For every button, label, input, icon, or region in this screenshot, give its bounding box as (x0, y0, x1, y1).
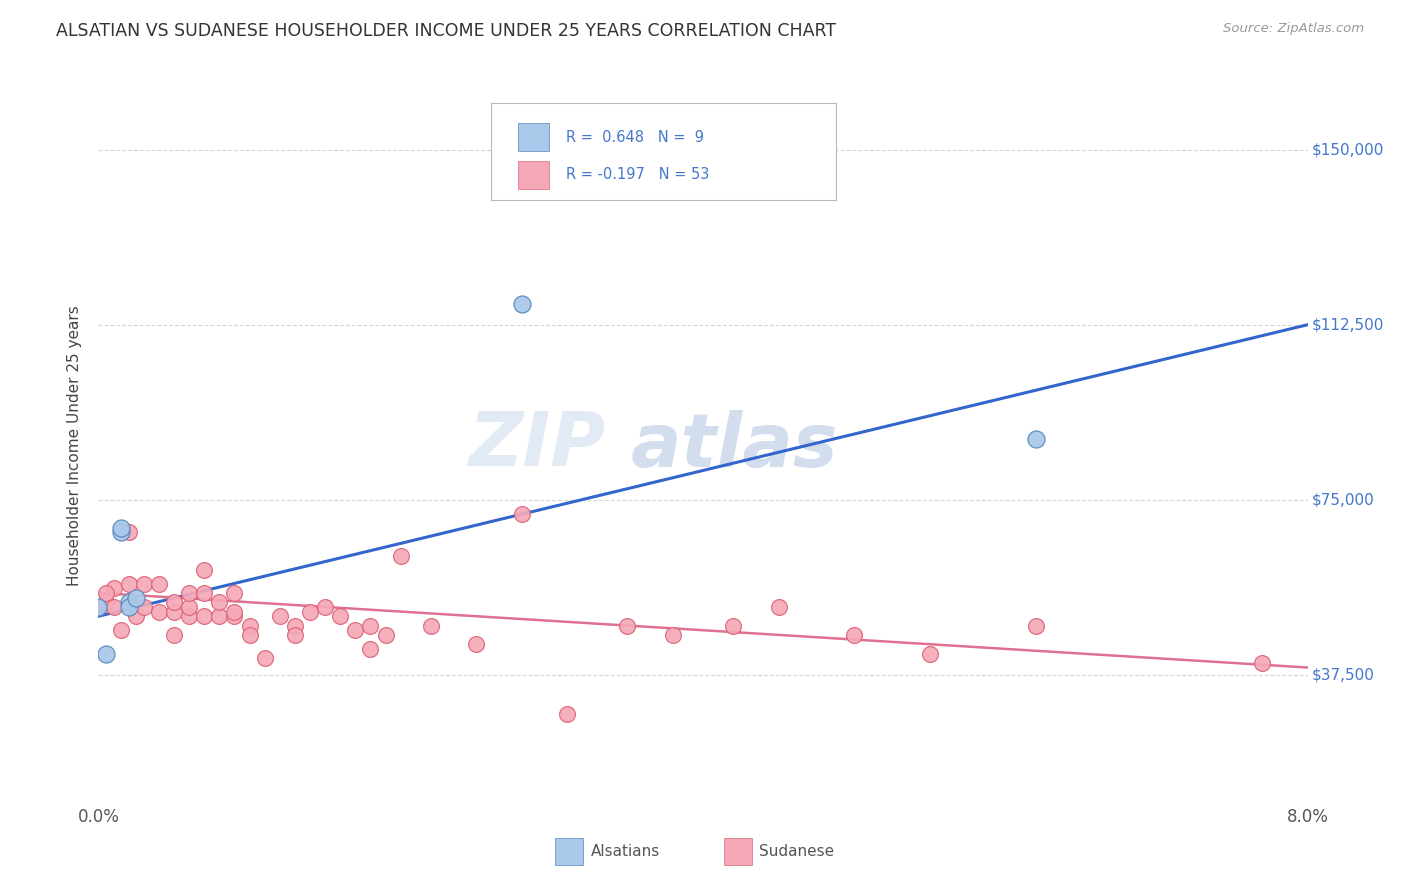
Bar (517, 161, 550, 189)
Point (87, 599, 110, 614)
Point (148, 605, 170, 619)
Point (844, 628, 866, 642)
Text: Sudanese: Sudanese (759, 845, 834, 859)
Point (103, 581, 125, 595)
Point (94, 586, 117, 600)
Point (163, 628, 186, 642)
Text: $37,500: $37,500 (1312, 667, 1375, 682)
Point (419, 618, 441, 632)
Point (94, 595, 117, 609)
Point (179, 609, 201, 624)
Point (389, 549, 412, 563)
Point (465, 637, 488, 651)
Point (163, 605, 186, 619)
Point (179, 586, 201, 600)
Point (110, 521, 132, 535)
Text: $75,000: $75,000 (1312, 492, 1375, 508)
Point (239, 618, 262, 632)
Point (103, 599, 125, 614)
Point (193, 563, 215, 577)
Point (329, 609, 352, 624)
Point (179, 599, 201, 614)
Point (125, 591, 148, 605)
Point (208, 595, 231, 609)
Point (555, 707, 578, 722)
Point (269, 609, 291, 624)
Point (94, 647, 117, 661)
Text: ALSATIAN VS SUDANESE HOUSEHOLDER INCOME UNDER 25 YEARS CORRELATION CHART: ALSATIAN VS SUDANESE HOUSEHOLDER INCOME … (56, 22, 837, 40)
Point (918, 647, 941, 661)
Point (118, 576, 141, 591)
Text: $150,000: $150,000 (1312, 143, 1384, 157)
Text: Alsatians: Alsatians (591, 845, 659, 859)
Point (510, 297, 533, 311)
Point (768, 599, 790, 614)
Point (224, 586, 246, 600)
Bar (517, 123, 550, 152)
Point (374, 628, 396, 642)
Text: R =  0.648   N =  9: R = 0.648 N = 9 (567, 129, 704, 145)
Point (118, 525, 141, 540)
Point (1251, 656, 1274, 670)
Text: R = -0.197   N = 53: R = -0.197 N = 53 (567, 168, 710, 182)
Point (110, 525, 132, 540)
Point (224, 609, 246, 624)
Point (1024, 432, 1046, 446)
Text: atlas: atlas (630, 409, 838, 483)
Text: ZIP: ZIP (470, 409, 606, 483)
Point (87, 599, 110, 614)
Point (163, 595, 186, 609)
Point (224, 605, 246, 619)
Point (239, 628, 262, 642)
Point (253, 651, 276, 665)
Point (314, 599, 336, 614)
Point (284, 628, 307, 642)
FancyBboxPatch shape (492, 103, 837, 200)
Point (208, 609, 231, 624)
Point (148, 576, 170, 591)
Point (359, 618, 381, 632)
Point (110, 624, 132, 638)
Point (299, 605, 322, 619)
Point (132, 576, 155, 591)
Point (661, 628, 683, 642)
Text: Source: ZipAtlas.com: Source: ZipAtlas.com (1223, 22, 1364, 36)
Point (284, 618, 307, 632)
Point (344, 624, 367, 638)
Point (1024, 618, 1046, 632)
Point (359, 641, 381, 656)
Point (723, 618, 745, 632)
Point (616, 618, 638, 632)
Point (132, 599, 155, 614)
Point (193, 586, 215, 600)
Point (125, 609, 148, 624)
Text: $112,500: $112,500 (1312, 318, 1384, 332)
Point (193, 609, 215, 624)
Y-axis label: Householder Income Under 25 years: Householder Income Under 25 years (67, 306, 83, 586)
Point (118, 599, 141, 614)
Point (510, 507, 533, 521)
Point (118, 595, 141, 609)
